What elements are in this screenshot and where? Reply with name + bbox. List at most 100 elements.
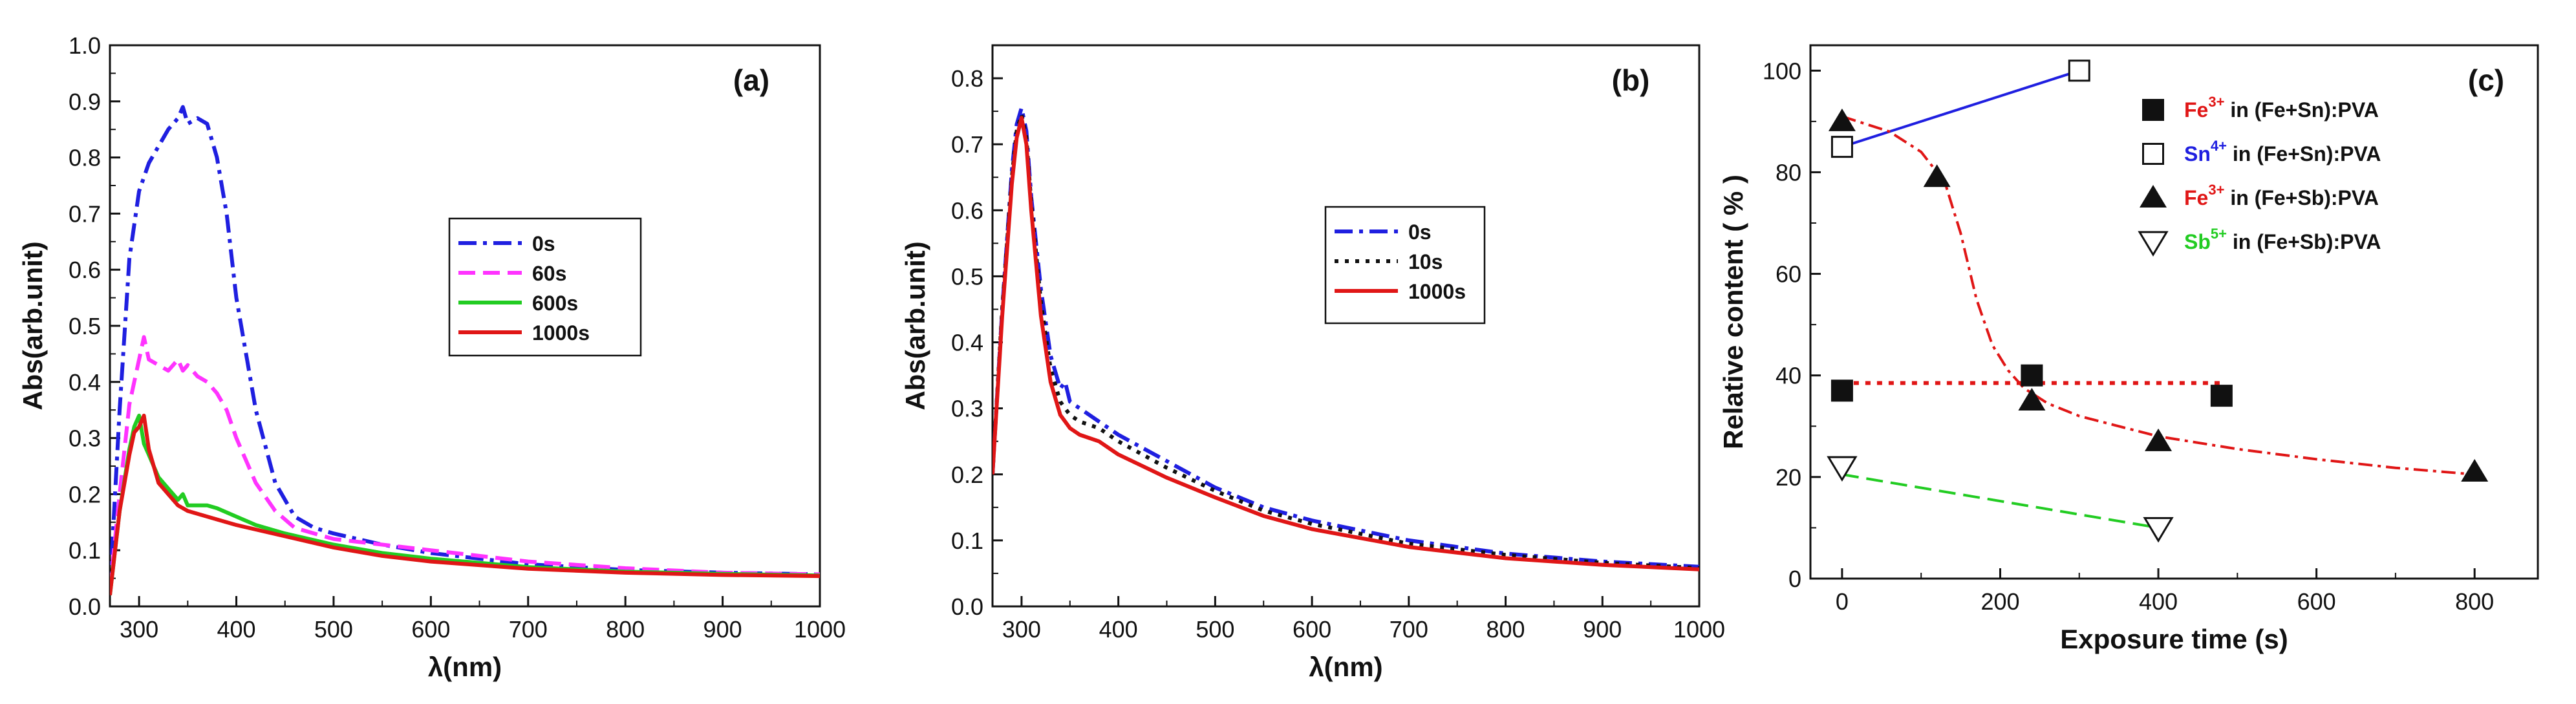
data-point-Fe3+ [2018, 388, 2046, 411]
series-line-60s [110, 335, 820, 590]
y-tick-label: 0.5 [951, 263, 983, 290]
legend-charge: 3+ [2208, 94, 2224, 110]
y-tick-label: 0.5 [69, 313, 101, 339]
legend-charge: 5+ [2211, 226, 2227, 242]
legend: 0s 10s 1000s [1324, 206, 1486, 325]
x-tick-label: 600 [411, 616, 450, 643]
y-tick-label: 0.6 [69, 257, 101, 283]
y-tick-label: 1.0 [69, 32, 101, 59]
legend-ion: Fe [2184, 98, 2208, 122]
legend-label-2: Fe3+ in (Fe+Sb):PVA [2184, 182, 2379, 209]
series-line-0s [993, 106, 1699, 569]
plot-frame [991, 44, 1701, 608]
legend-label-0s: 0s [1408, 220, 1432, 244]
y-axis-title: Abs(arb.unit) [17, 241, 48, 410]
legend: 0s 60s 600s 1000s [448, 217, 642, 357]
x-tick-label: 800 [1487, 616, 1525, 643]
y-tick-label: 0.7 [69, 200, 101, 227]
x-tick-label: 500 [1196, 616, 1234, 643]
legend-label-10s: 10s [1408, 250, 1443, 273]
y-tick-label: 0.8 [951, 65, 983, 92]
legend-label-1000s: 1000s [532, 321, 590, 345]
legend-label-0: Fe3+ in (Fe+Sn):PVA [2184, 94, 2379, 122]
plot-area [993, 106, 1699, 571]
plot-area [110, 105, 820, 595]
x-tick-label: 700 [509, 616, 548, 643]
legend-ion: Sn [2184, 142, 2211, 165]
legend-marker-2 [2140, 185, 2167, 208]
x-tick-label: 800 [2455, 588, 2494, 615]
series-line-600s [110, 413, 820, 595]
y-tick-label: 0.2 [951, 462, 983, 488]
fit-line-3 [1841, 473, 2159, 529]
y-tick-label: 0.4 [951, 330, 983, 356]
data-point-Sb5+ [1827, 456, 1858, 482]
data-point-Fe3+ [2145, 428, 2173, 451]
legend-charge: 4+ [2211, 138, 2227, 154]
legend-matrix: in (Fe+Sb):PVA [2224, 186, 2379, 209]
legend-marker-1 [2142, 143, 2164, 165]
legend-matrix: in (Fe+Sn):PVA [2224, 98, 2379, 122]
x-axis-title: Exposure time (s) [2060, 624, 2288, 654]
y-tick-label: 0.8 [69, 145, 101, 171]
y-tick-label: 0.6 [951, 197, 983, 224]
x-tick-label: 900 [703, 616, 742, 643]
x-tick-label: 300 [120, 616, 158, 643]
legend-marker-0 [2142, 99, 2164, 121]
panel-label: (a) [733, 63, 769, 97]
y-tick-label: 0.1 [951, 528, 983, 554]
y-axis-title: Abs(arb.unit) [900, 241, 930, 410]
legend-ion: Sb [2184, 230, 2211, 253]
x-tick-label: 800 [606, 616, 645, 643]
panel-label: (b) [1612, 63, 1650, 97]
legend-label-1: Sn4+ in (Fe+Sn):PVA [2184, 138, 2381, 165]
series-line-1000s [110, 413, 820, 595]
legend-matrix: in (Fe+Sb):PVA [2227, 230, 2381, 253]
legend-charge: 3+ [2208, 182, 2224, 198]
legend-box [448, 217, 642, 357]
x-tick-label: 200 [1980, 588, 2019, 615]
legend-label-1000s: 1000s [1408, 280, 1466, 303]
y-tick-label: 0.7 [951, 131, 983, 158]
data-point-Fe3+ [1923, 164, 1951, 187]
data-point-Sb5+ [2143, 517, 2174, 543]
y-tick-label: 80 [1776, 159, 1801, 186]
y-tick-label: 0.9 [69, 89, 101, 115]
legend-marker-3 [2138, 231, 2169, 257]
panel-label: (c) [2468, 63, 2504, 97]
x-tick-label: 300 [1002, 616, 1041, 643]
plot-frame [1809, 44, 2539, 580]
data-point-Fe3+ [2461, 459, 2489, 482]
y-tick-label: 0 [1788, 566, 1801, 592]
y-tick-label: 40 [1776, 363, 1801, 389]
y-tick-label: 0.1 [69, 537, 101, 564]
x-tick-label: 400 [217, 616, 255, 643]
fit-line-1 [1841, 69, 2080, 149]
y-tick-label: 0.4 [69, 369, 101, 396]
x-tick-label: 0 [1836, 588, 1849, 615]
x-tick-label: 600 [2297, 588, 2336, 615]
data-point-Fe3+ [2210, 385, 2233, 407]
x-axis-title: λ(nm) [1309, 652, 1382, 682]
y-tick-label: 0.2 [69, 481, 101, 507]
y-tick-label: 0.0 [69, 593, 101, 620]
x-tick-label: 1000 [794, 616, 846, 643]
x-tick-label: 400 [1099, 616, 1138, 643]
legend-label-3: Sb5+ in (Fe+Sb):PVA [2184, 226, 2381, 253]
y-tick-label: 0.3 [69, 425, 101, 452]
y-tick-label: 0.0 [951, 593, 983, 620]
x-tick-label: 600 [1293, 616, 1331, 643]
panel-a: 300 400 500 600 700 800 900 1000 0.0 0.1 0.2 0.3 0.4… [17, 32, 846, 682]
data-point-Fe3+ [1828, 108, 1856, 131]
legend-matrix: in (Fe+Sn):PVA [2227, 142, 2381, 165]
series-line-1000s [993, 116, 1699, 571]
panel-b: 300 400 500 600 700 800 900 1000 0.0 0.1 0.2 0.3 0.4… [900, 44, 1725, 682]
y-tick-label: 20 [1776, 464, 1801, 491]
panel-c: 0 200 400 600 800 0 20 40 60 80 100 Exposure time (… [1718, 44, 2539, 654]
plot-area [1841, 69, 2475, 529]
x-tick-label: 900 [1583, 616, 1622, 643]
x-tick-label: 700 [1390, 616, 1428, 643]
data-point-Sn4+ [1830, 136, 1853, 158]
